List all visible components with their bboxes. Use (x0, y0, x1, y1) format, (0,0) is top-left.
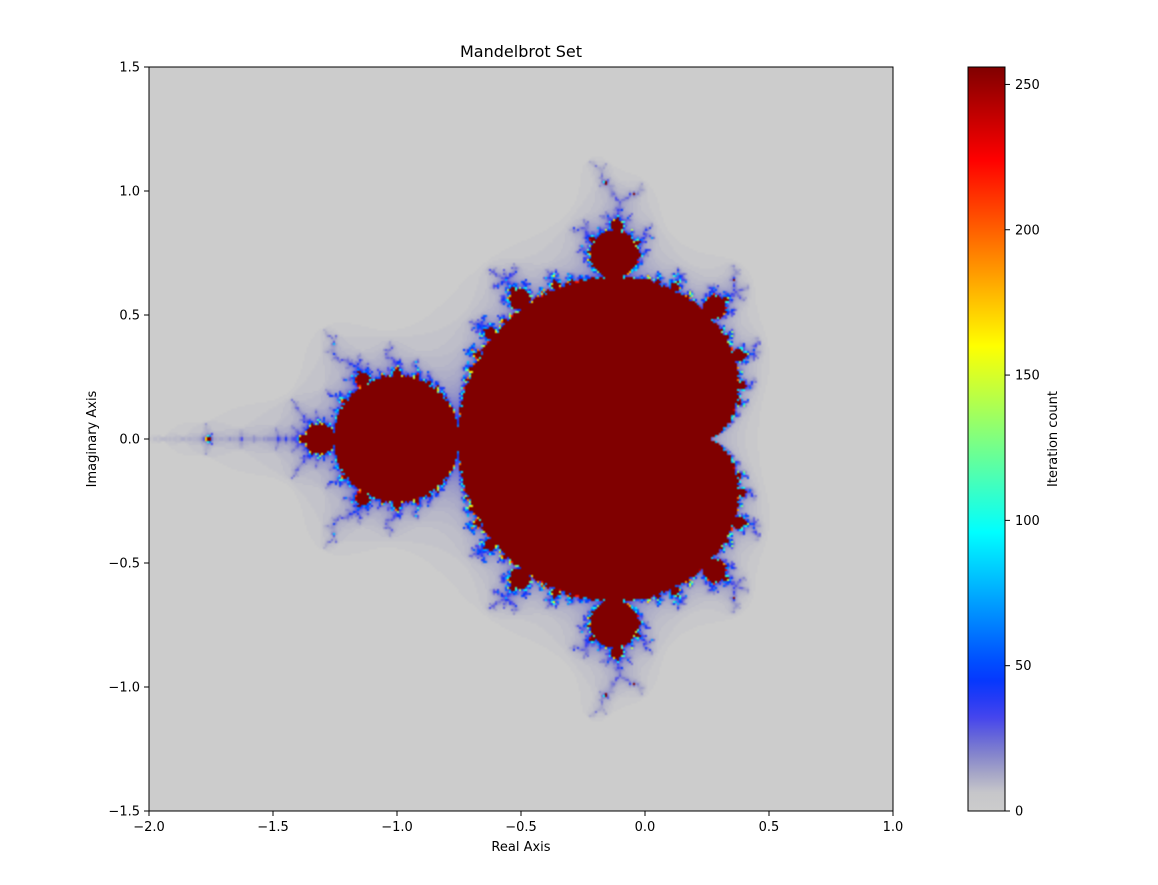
y-tick-label: −0.5 (108, 557, 140, 572)
colorbar-tick-label: 50 (1015, 659, 1032, 674)
y-tick-label: −1.0 (108, 681, 140, 696)
y-tick-label: −1.5 (108, 805, 140, 820)
colorbar-frame (967, 66, 1006, 812)
colorbar-ticks: 0 50 100 150 200 250 (1005, 78, 1040, 820)
y-axis: −1.5 −1.0 −0.5 0.0 0.5 1.0 1.5 (108, 61, 149, 820)
colorbar-tick-label: 200 (1015, 223, 1040, 238)
y-tick-label: 1.0 (119, 185, 140, 200)
y-tick-label: 0.5 (119, 309, 140, 324)
x-tick-label: 0.0 (635, 820, 656, 835)
y-tick-label: 0.0 (119, 433, 140, 448)
colorbar-tick-label: 250 (1015, 78, 1040, 93)
colorbar-gradient (968, 67, 1005, 811)
x-tick-label: −0.5 (505, 820, 537, 835)
colorbar-tick-label: 100 (1015, 514, 1040, 529)
mandelbrot-heatmap (149, 67, 893, 811)
x-axis-label: Real Axis (491, 840, 550, 855)
chart-title: Mandelbrot Set (460, 42, 582, 61)
x-axis: −2.0 −1.5 −1.0 −0.5 0.0 0.5 1.0 (133, 811, 903, 835)
x-tick-label: −1.0 (381, 820, 413, 835)
x-tick-label: −1.5 (257, 820, 289, 835)
plot-area (148, 66, 894, 812)
colorbar-label: Iteration count (1046, 391, 1061, 487)
colorbar-tick-label: 0 (1015, 805, 1023, 820)
y-axis-label: Imaginary Axis (85, 390, 100, 487)
colorbar: 0 50 100 150 200 250 Iteration count (967, 66, 1061, 820)
x-tick-label: 1.0 (883, 820, 904, 835)
colorbar-tick-label: 150 (1015, 369, 1040, 384)
y-tick-label: 1.5 (119, 61, 140, 76)
x-tick-label: 0.5 (759, 820, 780, 835)
x-tick-label: −2.0 (133, 820, 165, 835)
